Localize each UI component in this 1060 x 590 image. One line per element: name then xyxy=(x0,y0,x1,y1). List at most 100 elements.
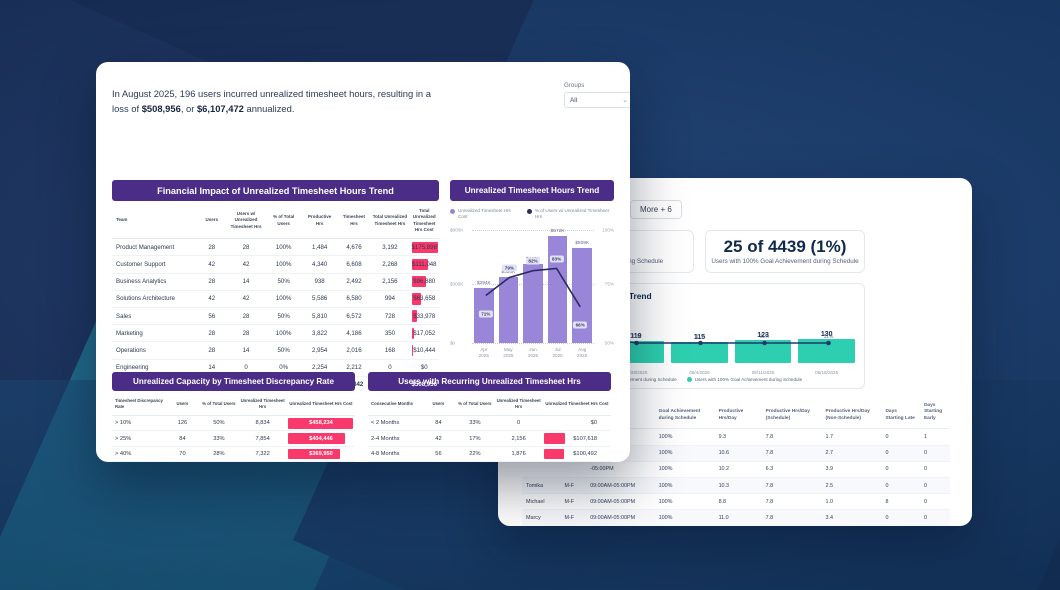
unrealized-trend-panel: Unrealized Timesheet Hours Trend Unreali… xyxy=(450,180,614,359)
cell-unreal: 994 xyxy=(370,290,410,308)
bar-cell: $572K xyxy=(547,229,568,344)
bar-value-label: 115 xyxy=(693,333,706,341)
cell-late: 0 xyxy=(881,445,920,462)
bar-series: $294K$350K$420K$572K$509K xyxy=(474,229,592,344)
cell-phd: 11.0 xyxy=(714,509,762,526)
legend-label: % of Users w/ Unrealized Timesheet Hrs xyxy=(534,208,609,220)
cell-goal: 100% xyxy=(654,445,715,462)
cell-prod: 5,810 xyxy=(301,307,338,326)
table-header-row: Timesheet Discrepancy Rate Users% of Tota… xyxy=(112,393,355,417)
cell-pct: 50% xyxy=(265,273,302,291)
cell-phdn: 2.7 xyxy=(821,445,882,462)
cell-users: 70 xyxy=(165,446,200,462)
cell-hrs: 2,156 xyxy=(494,430,543,447)
cost-value: $33,978 xyxy=(413,312,436,320)
cell-team: Solutions Architecture xyxy=(112,290,198,308)
column-header: Users w/ Unrealized Timesheet Hrs xyxy=(226,203,266,240)
column-header: Timesheet Discrepancy Rate xyxy=(112,393,166,417)
y-axis-tick: $300K xyxy=(450,281,464,287)
recurring-panel: Users with Recurring Unrealized Timeshee… xyxy=(368,372,611,462)
capacity-table: Timesheet Discrepancy Rate Users% of Tota… xyxy=(112,393,355,462)
cell-pct: 33% xyxy=(199,430,239,447)
cost-bar-cell: $63,658 xyxy=(409,290,439,308)
cost-bar xyxy=(411,310,417,322)
table-body: Product Management 28 28 100% 1,484 4,676 3,19… xyxy=(112,238,439,393)
column-header: Timesheet Hrs xyxy=(337,203,371,240)
legend-dot-icon xyxy=(526,208,532,214)
cell-early: 0 xyxy=(919,509,950,526)
cell-time: 4,676 xyxy=(337,238,371,257)
cell-prod: 938 xyxy=(301,273,338,291)
line-point-label: 11% xyxy=(824,334,834,340)
cell-pct: 33% xyxy=(455,415,495,432)
cell-time: 4,186 xyxy=(337,324,371,343)
groups-filter-value: All xyxy=(570,96,578,104)
cell-phd: 10.2 xyxy=(714,461,762,478)
cell-early: 0 xyxy=(919,445,950,462)
cell-pct: 50% xyxy=(199,415,239,432)
column-header: Users xyxy=(165,393,200,417)
panel-title: Financial Impact of Unrealized Timesheet… xyxy=(112,180,439,201)
cost-bar-cell: $175,898 xyxy=(409,238,439,257)
cell-team: Operations xyxy=(112,341,198,360)
cell-phd: 10.3 xyxy=(714,477,762,495)
y-axis-tick: $0 xyxy=(450,340,456,346)
cell-users: 56 xyxy=(197,307,227,326)
column-header: Days Starting Late xyxy=(881,400,920,430)
cell-late: 8 xyxy=(881,493,920,511)
cell-prod: 3,822 xyxy=(301,324,338,343)
cell-users: 42 xyxy=(197,255,227,274)
table-body: > 10% 126 50% 8,834 $458,234 > 25% 84 33% 7,854 $… xyxy=(112,415,355,462)
cell-sched: 09:00AM-05:00PM xyxy=(586,509,655,526)
cell-uhrs: 28 xyxy=(226,238,266,257)
cost-bar-cell: $508,956 xyxy=(409,375,439,393)
table-row: -05:00PM 100% 10.2 6.3 3.9 0 0 xyxy=(522,461,950,478)
table-row: Sales 56 28 50% 5,810 6,572 728 $33,978 xyxy=(112,307,439,326)
column-header: % of Total Users xyxy=(455,393,495,417)
cell-uhrs: 28 xyxy=(226,324,266,343)
cell-users: 28 xyxy=(197,341,227,360)
cell-pct: 100% xyxy=(265,290,302,308)
cell-pct: 17% xyxy=(455,430,495,447)
cell-users: 126 xyxy=(165,415,200,432)
cell-unreal: 3,192 xyxy=(370,238,410,257)
table-row: > 40% 70 28% 7,322 $369,950 xyxy=(112,446,355,462)
column-header: Total Unrealized Timesheet Hrs xyxy=(370,203,410,240)
more-filters-button[interactable]: More + 6 xyxy=(630,200,682,219)
line-point-label: 79% xyxy=(502,264,517,272)
cell-months: < 2 Months xyxy=(368,415,422,432)
cell-sched: -05:00PM xyxy=(586,461,655,478)
line-point-label: 11% xyxy=(632,334,642,340)
cost-bar xyxy=(543,433,566,444)
table-row: 4-8 Months 56 22% 1,876 $100,492 xyxy=(368,446,611,462)
column-header: Productive Hrs/Day xyxy=(714,400,762,430)
cell-early: 1 xyxy=(919,428,950,446)
cell-phdn: 2.5 xyxy=(821,477,882,495)
x-tick: 08/11/2025 xyxy=(751,370,775,375)
cell-phds: 7.8 xyxy=(761,477,822,495)
cost-value: $404,446 xyxy=(309,435,333,442)
table-row: Marcy M-F 09:00AM-05:00PM 100% 11.0 7.8 3.4 0 0 xyxy=(522,509,950,526)
cell-phds: 7.8 xyxy=(761,445,822,462)
cell-uhrs: 28 xyxy=(226,307,266,326)
cost-bar-cell: $17,052 xyxy=(409,324,439,343)
cell-unreal: 728 xyxy=(370,307,410,326)
column-header: Team xyxy=(112,203,198,240)
cost-value: $63,658 xyxy=(413,295,436,303)
cell-phds: 7.8 xyxy=(761,428,822,446)
column-header: % of Total Users xyxy=(265,203,302,240)
groups-filter-select[interactable]: All ⌄ xyxy=(564,92,630,108)
cell-name: Marcy xyxy=(522,509,561,526)
legend-item: Users with 100% Goal Achievement during … xyxy=(686,377,802,382)
cell-pct: 22% xyxy=(455,446,495,462)
cell-days xyxy=(560,461,587,478)
x-tick: 07/28/2025 xyxy=(624,370,648,375)
cost-bar xyxy=(411,293,422,305)
line-point xyxy=(762,340,767,346)
cell-name: Michael xyxy=(522,493,561,511)
x-tick: Aug 2025 xyxy=(577,347,588,359)
headline-text: In August 2025, 196 users incurred unrea… xyxy=(112,86,442,116)
cost-value: $96,880 xyxy=(413,278,436,286)
cell-uhrs: 14 xyxy=(226,273,266,291)
